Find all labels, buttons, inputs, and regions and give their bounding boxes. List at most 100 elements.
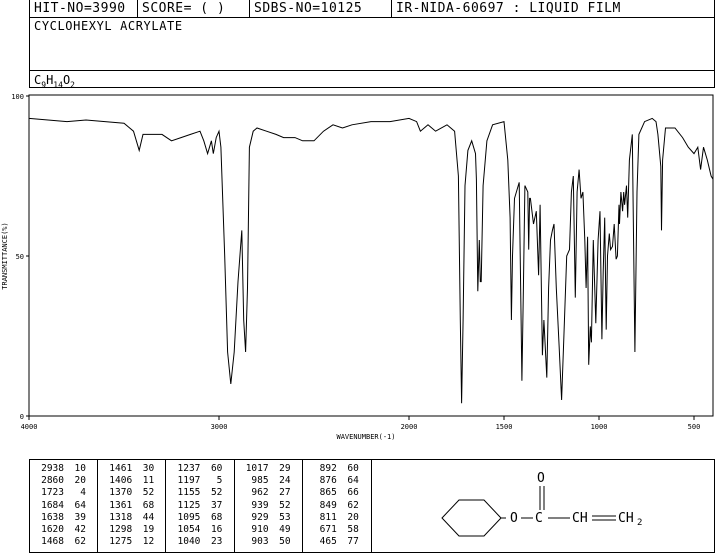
peak-wavenumber: 1318 (109, 511, 133, 523)
peak-wavenumber: 1461 (109, 463, 133, 474)
peak-wavenumber: 892 (319, 463, 337, 474)
ir-info: IR-NIDA-60697 : LIQUID FILM (396, 1, 621, 16)
peak-transmittance: 62 (74, 536, 86, 548)
peak-wavenumber: 1237 (177, 463, 201, 474)
peak-transmittance: 37 (210, 499, 223, 511)
peak-row: 903 50 (235, 536, 302, 548)
peak-row: 865 66 (303, 487, 371, 499)
peak-row: 1017 29 (235, 463, 302, 475)
peak-wavenumber: 671 (319, 523, 337, 535)
peak-wavenumber: 1361 (109, 499, 133, 511)
peak-wavenumber: 1275 (109, 536, 133, 548)
peak-row: 1406 11 (98, 475, 165, 487)
peak-wavenumber: 2938 (41, 463, 64, 474)
x-tick-label: 1000 (591, 423, 608, 431)
peak-transmittance: 29 (279, 463, 291, 474)
peak-transmittance: 66 (347, 487, 359, 499)
x-tick-label: 500 (688, 423, 701, 431)
peak-row: 1370 52 (98, 487, 165, 499)
y-axis-label: TRANSMITTANCE(%) (1, 222, 9, 289)
peak-row: 1318 44 (98, 512, 165, 524)
sdbs-number: SDBS-NO=10125 (250, 0, 392, 17)
peak-row: 2860 20 (30, 475, 97, 487)
peak-transmittance: 64 (74, 499, 86, 511)
peak-row: 671 58 (303, 524, 371, 536)
hit-number: HIT-NO=3990 (30, 0, 138, 17)
peak-wavenumber: 929 (251, 511, 269, 523)
peak-column: 1461 30 1406 11 1370 52 1361 68 1318 44 1298 19 1275… (98, 460, 167, 552)
peak-wavenumber: 849 (319, 499, 337, 511)
plot-frame (28, 94, 714, 417)
peak-transmittance: 20 (74, 475, 86, 487)
peak-wavenumber: 1638 (41, 511, 64, 523)
svg-text:2: 2 (637, 518, 642, 528)
peak-transmittance: 42 (74, 523, 86, 535)
peak-row: 1095 68 (166, 512, 233, 524)
peak-transmittance: 60 (347, 463, 359, 474)
peak-wavenumber: 465 (319, 536, 337, 548)
peak-row: 1468 62 (30, 536, 97, 548)
peak-transmittance: 10 (74, 463, 86, 474)
svg-text:O: O (510, 511, 518, 526)
svg-text:CH: CH (572, 511, 588, 526)
peak-row: 849 62 (303, 500, 371, 512)
peak-row: 1298 19 (98, 524, 165, 536)
peak-row: 1237 60 (166, 463, 233, 475)
peak-wavenumber: 910 (251, 523, 269, 535)
peak-transmittance: 44 (142, 511, 155, 523)
peak-row: 985 24 (235, 475, 302, 487)
peak-wavenumber: 1723 (41, 487, 64, 499)
peak-transmittance: 30 (142, 463, 155, 474)
peak-wavenumber: 1370 (109, 487, 133, 499)
ir-spectrum-chart: 4000 3000 2000 1500 1000 500 0 50 100 WAVENUMBE… (1, 93, 714, 441)
peak-row: 1684 64 (30, 500, 97, 512)
peak-transmittance: 52 (210, 487, 223, 499)
peak-wavenumber: 939 (251, 499, 269, 511)
peak-transmittance: 58 (347, 523, 359, 535)
peak-row: 962 27 (235, 487, 302, 499)
peak-row: 1054 16 (166, 524, 233, 536)
svg-text:O: O (537, 471, 545, 486)
x-tick-label: 3000 (211, 423, 228, 431)
header-bar: HIT-NO=3990 SCORE= ( ) SDBS-NO=10125 IR-… (29, 0, 715, 18)
peak-wavenumber: 865 (319, 487, 337, 499)
peak-row: 929 53 (235, 512, 302, 524)
x-axis: 4000 3000 2000 1500 1000 500 (21, 416, 701, 431)
peak-transmittance: 64 (347, 475, 359, 487)
structure-diagram: O C O CH CH 2 (441, 471, 642, 537)
peak-row: 1620 42 (30, 524, 97, 536)
peak-wavenumber: 1125 (177, 499, 201, 511)
peak-wavenumber: 1620 (41, 523, 64, 535)
x-tick-label: 1500 (496, 423, 513, 431)
peak-row: 892 60 (303, 463, 371, 475)
peak-wavenumber: 1095 (177, 511, 201, 523)
peak-transmittance: 11 (142, 475, 155, 487)
peak-wavenumber: 1684 (41, 499, 64, 511)
peak-row: 1638 39 (30, 512, 97, 524)
peak-wavenumber: 1040 (177, 536, 201, 548)
peak-wavenumber: 1406 (109, 475, 133, 487)
svg-text:CH: CH (618, 511, 634, 526)
peak-transmittance: 77 (347, 536, 359, 548)
peak-column: 2938 10 2860 20 1723 4 1684 64 1638 39 1620 42 1468 6… (30, 460, 99, 552)
peak-transmittance: 62 (347, 499, 359, 511)
peak-row: 2938 10 (30, 463, 97, 475)
peak-transmittance: 20 (347, 511, 359, 523)
x-tick-label: 4000 (21, 423, 38, 431)
peak-wavenumber: 903 (251, 536, 269, 548)
peak-transmittance: 50 (279, 536, 291, 548)
peak-row: 939 52 (235, 500, 302, 512)
y-tick-label: 0 (20, 413, 24, 421)
peak-row: 1461 30 (98, 463, 165, 475)
peak-row: 876 64 (303, 475, 371, 487)
y-tick-label: 50 (16, 253, 24, 261)
peak-row: 1155 52 (166, 487, 233, 499)
compound-name: CYCLOHEXYL ACRYLATE (34, 19, 183, 33)
score: SCORE= ( ) (138, 0, 250, 17)
peak-transmittance: 68 (210, 511, 223, 523)
formula-box: C9H14O2 (29, 70, 715, 89)
peak-column: 1017 29 985 24 962 27 939 52 929 53 910 49 903 50 (235, 460, 303, 552)
peak-transmittance: 68 (142, 499, 155, 511)
svg-text:C: C (535, 511, 543, 526)
peak-transmittance: 5 (216, 475, 223, 487)
